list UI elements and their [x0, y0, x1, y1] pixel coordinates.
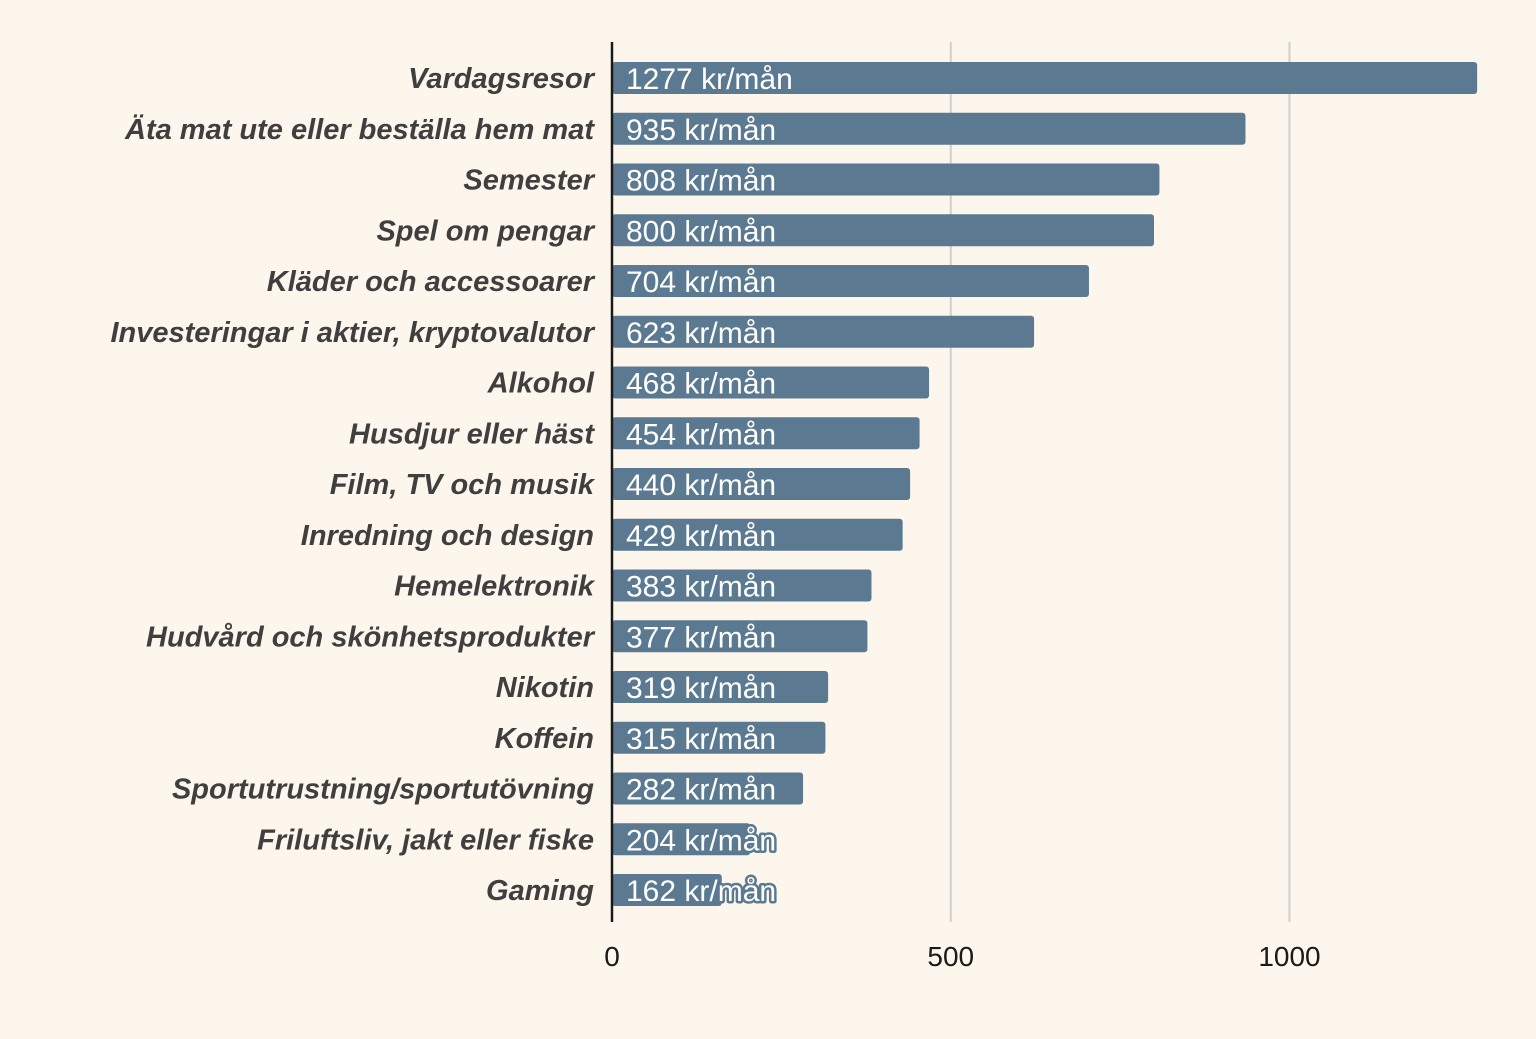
bar [612, 163, 1160, 196]
bar [612, 62, 1478, 94]
category-label: Alkohol [487, 368, 595, 400]
bar-value-label: 204 kr/mån [626, 824, 776, 857]
bar-value-label: 468 kr/mån [626, 368, 776, 401]
category-label: Spel om pengar [376, 215, 595, 247]
labels: 1277 kr/mån Vardagsresor 935 kr/mån Äta mat… [110, 61, 795, 911]
bar-value-label: 454 kr/mån [626, 418, 776, 451]
bar [612, 620, 868, 653]
bar [612, 518, 903, 551]
bar-value-label: 623 kr/mån [626, 317, 776, 350]
bar-value-label: 162 kr/mån [626, 875, 776, 908]
bar [612, 417, 920, 450]
bar [612, 721, 826, 754]
bar-value-label: 800 kr/mån [626, 215, 776, 248]
bar [612, 874, 722, 906]
bar-value-label: 282 kr/mån [626, 774, 776, 807]
bar-value-label: 319 kr/mån [626, 672, 776, 705]
bar-value-label: 377 kr/mån [626, 621, 776, 654]
bar [612, 772, 804, 805]
bar [612, 671, 829, 703]
category-label: Äta mat ute eller beställa hem mat [124, 113, 595, 146]
category-label: Hudvård och skönhetsprodukter [146, 621, 596, 653]
category-label: Investeringar i aktier, kryptovalutor [110, 317, 595, 349]
category-label: Film, TV och musik [330, 469, 596, 501]
axes: 0 500 1000 [604, 42, 1321, 972]
category-label: Gaming [486, 875, 594, 907]
bar [612, 823, 751, 856]
bar [612, 366, 930, 399]
bar [612, 569, 872, 602]
bar-value-label: 315 kr/mån [626, 723, 776, 756]
bar [612, 315, 1035, 348]
bar [612, 265, 1089, 297]
category-label: Semester [463, 165, 595, 197]
category-label: Kläder och accessoarer [267, 266, 596, 298]
bar-value-label: 383 kr/mån [626, 571, 776, 604]
x-tick-label: 1000 [1258, 941, 1320, 972]
category-label: Koffein [495, 723, 594, 755]
bar [612, 112, 1246, 145]
category-label: Vardagsresor [408, 63, 596, 95]
bar-value-label: 704 kr/mån [626, 266, 776, 299]
bar-value-label: 429 kr/mån [626, 520, 776, 553]
bar-value-label: 1277 kr/mån [626, 63, 793, 96]
bar-value-label: 935 kr/mån [626, 114, 776, 147]
category-label: Husdjur eller häst [349, 418, 595, 450]
bar-value-label: 808 kr/mån [626, 165, 776, 198]
category-label: Hemelektronik [394, 571, 596, 603]
category-label: Inredning och design [301, 520, 594, 552]
bars [612, 62, 1478, 906]
category-label: Sportutrustning/sportutövning [172, 774, 594, 806]
x-tick-label: 500 [927, 941, 974, 972]
bar-value-label: 440 kr/mån [626, 469, 776, 502]
category-label: Nikotin [496, 672, 594, 704]
bar [612, 214, 1154, 247]
category-label: Friluftsliv, jakt eller fiske [257, 824, 594, 856]
bar [612, 468, 911, 500]
x-tick-label: 0 [604, 941, 620, 972]
